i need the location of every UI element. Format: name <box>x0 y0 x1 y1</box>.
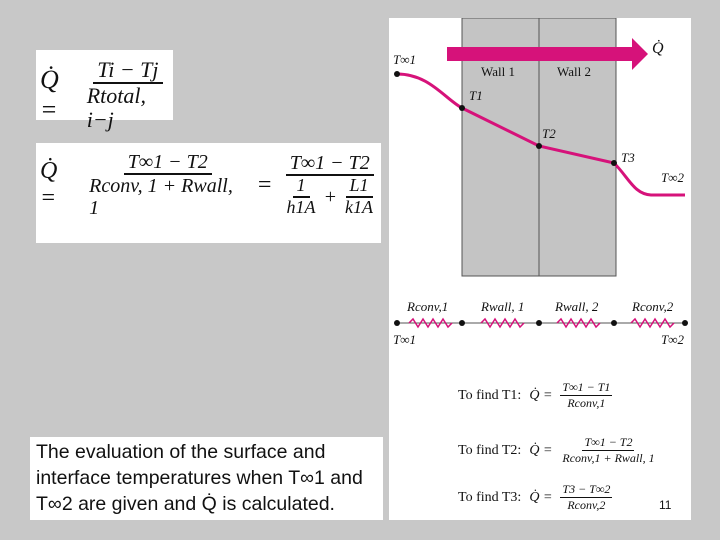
slide-number: 11 <box>659 498 672 512</box>
t2-label: T2 <box>542 126 556 141</box>
find-label-3: To find T3: <box>458 489 522 505</box>
t-inf1-label: T∞1 <box>393 52 416 67</box>
eq2-plus: + <box>323 186 338 208</box>
t3-label: T3 <box>621 150 635 165</box>
caption-panel: The evaluation of the surface and interf… <box>30 437 383 520</box>
find-den-3: Rconv,2 <box>567 498 606 512</box>
t-inf2-label: T∞2 <box>661 170 684 185</box>
heat-flow-arrow-body <box>447 47 632 61</box>
eq1-lhs: Q̇ = <box>40 65 59 125</box>
node-t1 <box>459 105 465 111</box>
r-conv2-label: Rconv,2 <box>632 299 674 314</box>
find-row-1: To find T1: Q̇ = T∞1 − T1 Rconv,1 <box>458 380 613 411</box>
heat-flow-label: Q̇ <box>652 40 664 57</box>
caption-line-2: interface temperatures when T∞1 and <box>36 467 363 489</box>
find-num-3: T3 − T∞2 <box>560 482 613 498</box>
resistor-conv1 <box>408 317 453 329</box>
find-row-2: To find T2: Q̇ = T∞1 − T2 Rconv,1 + Rwal… <box>458 435 657 466</box>
figure-panel: Q̇ Wall 1 Wall 2 T∞1 T1 T2 T3 T∞2 Rconv,… <box>389 18 691 520</box>
res-node-4 <box>682 320 688 326</box>
res-node-right-label: T∞2 <box>661 332 684 347</box>
eq1-denominator: Rtotal, i−j <box>86 83 146 133</box>
r-wall2-label: Rwall, 2 <box>555 299 599 314</box>
res-node-2 <box>536 320 542 326</box>
find-row-3: To find T3: Q̇ = T3 − T∞2 Rconv,2 <box>458 482 613 513</box>
caption-line-3: T∞2 are given and Q̇ is calculated. <box>36 493 335 515</box>
res-node-0 <box>394 320 400 326</box>
node-t3 <box>611 160 617 166</box>
resistor-wall1 <box>480 317 525 329</box>
caption-line-1: The evaluation of the surface and <box>36 441 326 463</box>
res-node-3 <box>611 320 617 326</box>
find-num-1: T∞1 − T1 <box>560 380 613 396</box>
eq1-numerator: Ti − Tj <box>93 57 163 85</box>
node-t-inf1 <box>394 71 400 77</box>
node-t2 <box>536 143 542 149</box>
eq2-inner-b-num: L1 <box>345 175 373 198</box>
res-node-1 <box>459 320 465 326</box>
t1-label: T1 <box>469 88 483 103</box>
r-conv1-label: Rconv,1 <box>407 299 449 314</box>
find-lhs-2: Q̇ = <box>529 442 553 458</box>
find-den-1: Rconv,1 <box>567 396 606 410</box>
r-wall1-label: Rwall, 1 <box>481 299 525 314</box>
find-label-1: To find T1: <box>458 387 522 403</box>
eq2-denominator: Rconv, 1 + Rwall, 1 <box>89 175 233 219</box>
eq2-inner-a-num: 1 <box>292 175 310 198</box>
find-lhs-1: Q̇ = <box>529 387 553 403</box>
wall-2-label: Wall 2 <box>557 64 591 79</box>
heat-flow-arrow-head <box>632 38 648 70</box>
eq2-numerator: T∞1 − T2 <box>123 151 212 175</box>
find-lhs-3: Q̇ = <box>529 489 553 505</box>
eq2-lhs: Q̇ = <box>40 158 58 211</box>
resistor-wall2 <box>556 317 601 329</box>
equation-1-panel: Q̇ = Ti − Tj Rtotal, i−j <box>36 50 173 132</box>
find-label-2: To find T2: <box>458 442 522 458</box>
eq2-numerator-2: T∞1 − T2 <box>285 152 374 177</box>
wall-1-label: Wall 1 <box>481 64 515 79</box>
eq2-equals: = <box>256 171 273 198</box>
thermal-diagram <box>394 18 688 329</box>
eq2-inner-a-den: h1A <box>286 197 316 217</box>
res-node-left-label: T∞1 <box>393 332 416 347</box>
find-num-2: T∞1 − T2 <box>582 435 635 451</box>
equation-2-panel: Q̇ = T∞1 − T2 Rconv, 1 + Rwall, 1 = T∞1 … <box>36 143 381 243</box>
find-den-2: Rconv,1 + Rwall, 1 <box>562 451 655 465</box>
resistor-conv2 <box>630 317 675 329</box>
eq2-inner-b-den: k1A <box>345 197 373 217</box>
